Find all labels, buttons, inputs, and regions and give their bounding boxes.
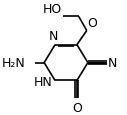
Text: H₂N: H₂N	[2, 57, 26, 69]
Text: O: O	[87, 17, 97, 30]
Text: N: N	[108, 57, 117, 69]
Text: N: N	[49, 30, 58, 43]
Text: O: O	[72, 101, 82, 114]
Text: HO: HO	[43, 3, 62, 16]
Text: HN: HN	[33, 75, 52, 88]
